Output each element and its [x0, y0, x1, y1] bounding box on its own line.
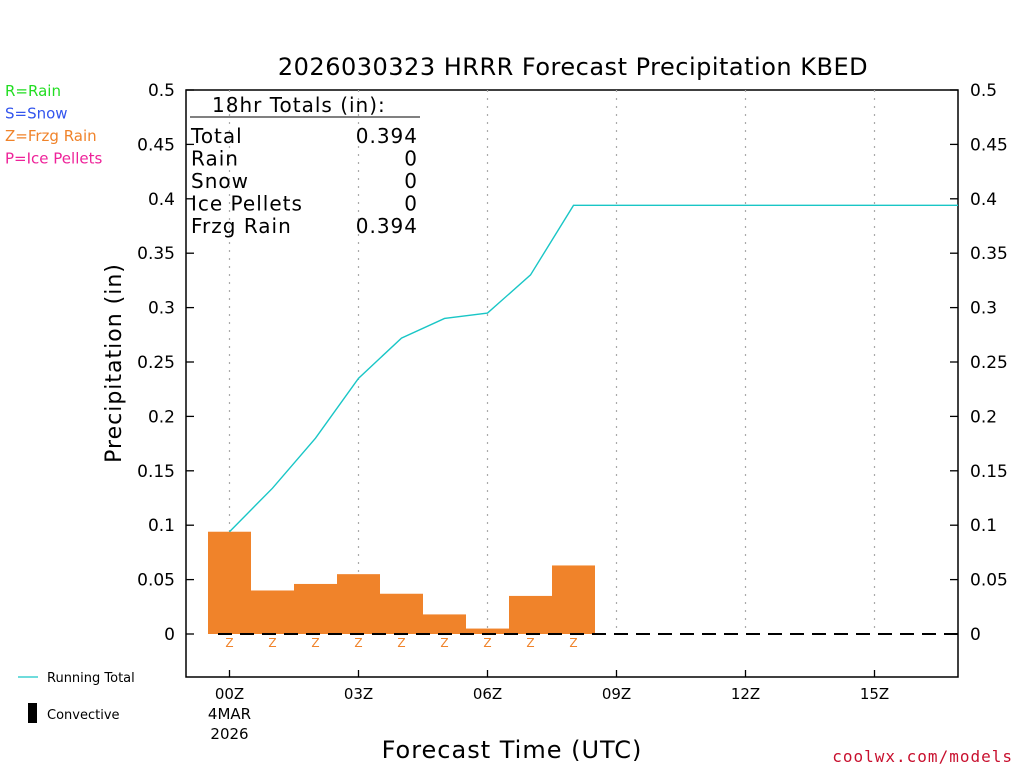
totals-row-label: Rain [191, 147, 239, 171]
totals-row-value: 0.394 [356, 124, 418, 148]
y-axis-right: 0 0.05 0.1 0.15 0.2 0.25 0.3 0.35 0.4 0.45 0.5 [950, 81, 1008, 645]
x-tick-label: 03Z [344, 685, 373, 703]
ptype-marker: Z [225, 636, 233, 650]
y-tick-label-left: 0.4 [148, 190, 175, 210]
totals-row-value: 0 [404, 169, 418, 193]
ptype-marker: Z [483, 636, 491, 650]
y-tick-label-right: 0.45 [970, 135, 1008, 155]
y-tick-label-right: 0.5 [970, 81, 997, 101]
precip-bar [208, 531, 251, 634]
y-axis-label: Precipitation (in) [102, 263, 127, 463]
totals-row-label: Total [190, 124, 243, 148]
y-tick-label-left: 0.45 [137, 135, 175, 155]
precip-bar [552, 565, 595, 634]
x-axis-label: Forecast Time (UTC) [382, 736, 643, 764]
totals-row-value: 0 [404, 147, 418, 171]
y-tick-label-left: 0.05 [137, 571, 175, 591]
totals-header: 18hr Totals (in): [212, 93, 386, 117]
convective-legend-swatch [28, 703, 37, 723]
ptype-marker: Z [397, 636, 405, 650]
precip-bar [380, 593, 423, 634]
precip-bar [294, 583, 337, 634]
x-tick-label: 00Z [215, 685, 244, 703]
precip-bar [423, 614, 466, 634]
y-tick-label-right: 0.05 [970, 571, 1008, 591]
y-tick-label-left: 0.35 [137, 244, 175, 264]
ptype-marker: Z [569, 636, 577, 650]
precip-bar [337, 574, 380, 634]
running-total-line [229, 204, 958, 533]
ptype-legend-item: P=Ice Pellets [5, 150, 102, 168]
ptype-marker: Z [311, 636, 319, 650]
running-total-legend-label: Running Total [47, 671, 135, 686]
y-tick-label-right: 0.1 [970, 516, 997, 536]
running-total-line-group [229, 204, 958, 533]
plot-frame [185, 89, 959, 678]
ptype-legend-item: R=Rain [5, 82, 61, 100]
chart-title: 2026030323 HRRR Forecast Precipitation K… [278, 53, 868, 81]
precip-bar [466, 628, 509, 634]
y-tick-label-left: 0.5 [148, 81, 175, 101]
y-tick-label-right: 0.4 [970, 190, 997, 210]
y-tick-label-left: 0.25 [137, 353, 175, 373]
y-tick-label-left: 0.15 [137, 462, 175, 482]
totals-box: 18hr Totals (in): Total 0.394 Rain 0 Snow 0 Ic… [190, 93, 420, 238]
precip-bar [509, 595, 552, 634]
precip-bar [251, 590, 294, 634]
ptype-legend: R=Rain S=Snow Z=Frzg Rain P=Ice Pellets [5, 82, 102, 168]
y-tick-label-right: 0 [970, 625, 981, 645]
ptype-legend-item: S=Snow [5, 105, 68, 123]
convective-legend-label: Convective [47, 708, 120, 723]
x-tick-label: 12Z [731, 685, 760, 703]
totals-row-label: Frzg Rain [191, 214, 292, 238]
totals-row-value: 0 [404, 192, 418, 216]
ptype-marker: Z [268, 636, 276, 650]
y-tick-label-left: 0.2 [148, 407, 175, 427]
y-tick-label-right: 0.15 [970, 462, 1008, 482]
vertical-gridlines [228, 90, 876, 634]
y-tick-label-left: 0 [164, 625, 175, 645]
y-tick-label-right: 0.2 [970, 407, 997, 427]
ptype-legend-item: Z=Frzg Rain [5, 127, 97, 145]
y-tick-label-left: 0.1 [148, 516, 175, 536]
y-tick-label-right: 0.25 [970, 353, 1008, 373]
totals-row-label: Snow [191, 169, 249, 193]
y-tick-label-right: 0.3 [970, 299, 997, 319]
ptype-marker: Z [526, 636, 534, 650]
x-tick-label: 15Z [860, 685, 889, 703]
totals-row-value: 0.394 [356, 214, 418, 238]
x-tick-label: 06Z [473, 685, 502, 703]
ptype-marker: Z [354, 636, 362, 650]
y-tick-label-right: 0.35 [970, 244, 1008, 264]
x-tick-label: 09Z [602, 685, 631, 703]
x-tick-year: 2026 [210, 725, 248, 743]
x-tick-date: 4MAR [208, 705, 251, 723]
hourly-bars [208, 531, 595, 634]
y-axis-left: 0 0.05 0.1 0.15 0.2 0.25 0.3 0.35 0.4 0.45 0.5 [137, 81, 194, 645]
y-tick-label-left: 0.3 [148, 299, 175, 319]
totals-row-label: Ice Pellets [191, 192, 303, 216]
x-axis: 00Z 4MAR 2026 03Z 06Z 09Z 12Z 15Z [208, 670, 889, 743]
ptype-marker: Z [440, 636, 448, 650]
credit-label: coolwx.com/models [832, 747, 1013, 766]
